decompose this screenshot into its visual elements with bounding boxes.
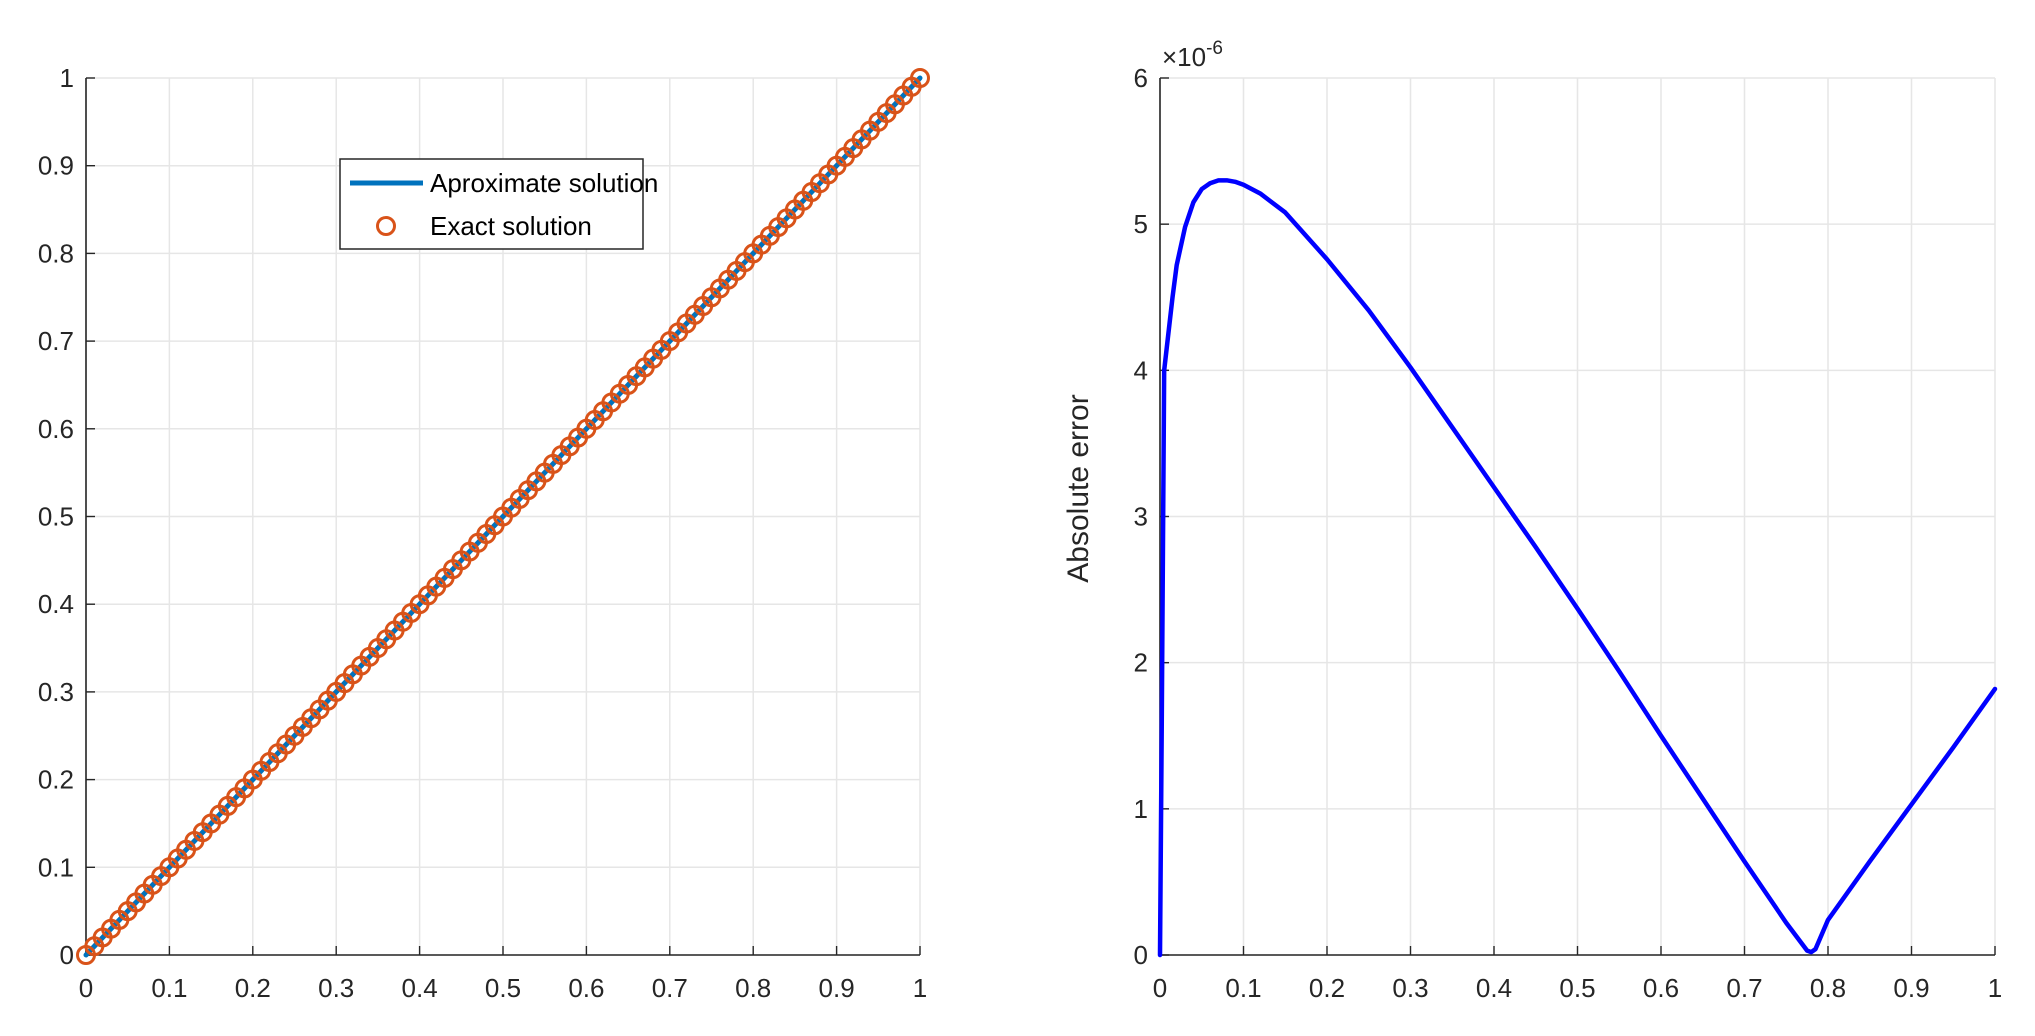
left-chart: 0 0.1 0.2 0.3 0.4 0.5 0.6 0.7 0.8 0.9 1 0 0.1 0.2 0.3 0… xyxy=(38,63,930,1003)
x-tick-label: 0 xyxy=(79,973,93,1003)
x-tick-label: 0.2 xyxy=(1309,973,1345,1003)
y-tick-label: 5 xyxy=(1134,209,1148,239)
series-line xyxy=(1157,178,1998,958)
x-tick-label: 0.6 xyxy=(568,973,604,1003)
y-tick-label: 0 xyxy=(1134,940,1148,970)
x-tick-label: 1 xyxy=(913,973,927,1003)
x-tick-label: 0.7 xyxy=(652,973,688,1003)
y-tick-label: 1 xyxy=(1134,794,1148,824)
x-tick-label: 0.1 xyxy=(1225,973,1261,1003)
legend-entry-label: Aproximate solution xyxy=(430,168,658,198)
y-tick-label: 0 xyxy=(60,940,74,970)
x-tick-label: 0.8 xyxy=(735,973,771,1003)
y-tick-label: 2 xyxy=(1134,648,1148,678)
legend-entry-label: Exact solution xyxy=(430,211,592,241)
legend-marker-swatch xyxy=(376,216,396,236)
y-tick-label: 0.6 xyxy=(38,414,74,444)
x-tick-label: 0.3 xyxy=(1392,973,1428,1003)
x-tick-label: 0.5 xyxy=(1559,973,1595,1003)
x-tick-label: 0.9 xyxy=(1893,973,1929,1003)
y-tick-label: 0.7 xyxy=(38,326,74,356)
x-tick-label: 0.9 xyxy=(819,973,855,1003)
y-exponent-label: ×10-6 xyxy=(1162,38,1223,72)
y-tick-label: 0.3 xyxy=(38,677,74,707)
y-tick-label: 3 xyxy=(1134,502,1148,532)
x-tick-label: 0.2 xyxy=(235,973,271,1003)
y-tick-label: 4 xyxy=(1134,355,1148,385)
right-chart: 0 0.1 0.2 0.3 0.4 0.5 0.6 0.7 0.8 0.9 1 0 1 2 3 4 5 6 ×10-… xyxy=(1062,38,2002,1003)
y-tick-label: 0.1 xyxy=(38,852,74,882)
x-tick-label: 0.1 xyxy=(151,973,187,1003)
x-tick-label: 0.4 xyxy=(402,973,438,1003)
y-tick-label: 0.9 xyxy=(38,151,74,181)
x-tick-label: 0.7 xyxy=(1726,973,1762,1003)
x-tick-label: 0.4 xyxy=(1476,973,1512,1003)
x-tick-label: 0 xyxy=(1153,973,1167,1003)
x-tick-label: 0.3 xyxy=(318,973,354,1003)
y-tick-label: 0.8 xyxy=(38,238,74,268)
x-tick-label: 1 xyxy=(1988,973,2002,1003)
y-tick-label: 1 xyxy=(60,63,74,93)
y-tick-label: 0.4 xyxy=(38,589,74,619)
x-tick-label: 0.6 xyxy=(1643,973,1679,1003)
y-tick-label: 6 xyxy=(1134,63,1148,93)
x-tick-label: 0.8 xyxy=(1810,973,1846,1003)
y-tick-label: 0.5 xyxy=(38,502,74,532)
x-tick-label: 0.5 xyxy=(485,973,521,1003)
y-tick-label: 0.2 xyxy=(38,765,74,795)
data-point-marker xyxy=(910,68,930,88)
y-axis-label: Absolute error xyxy=(1062,394,1095,582)
